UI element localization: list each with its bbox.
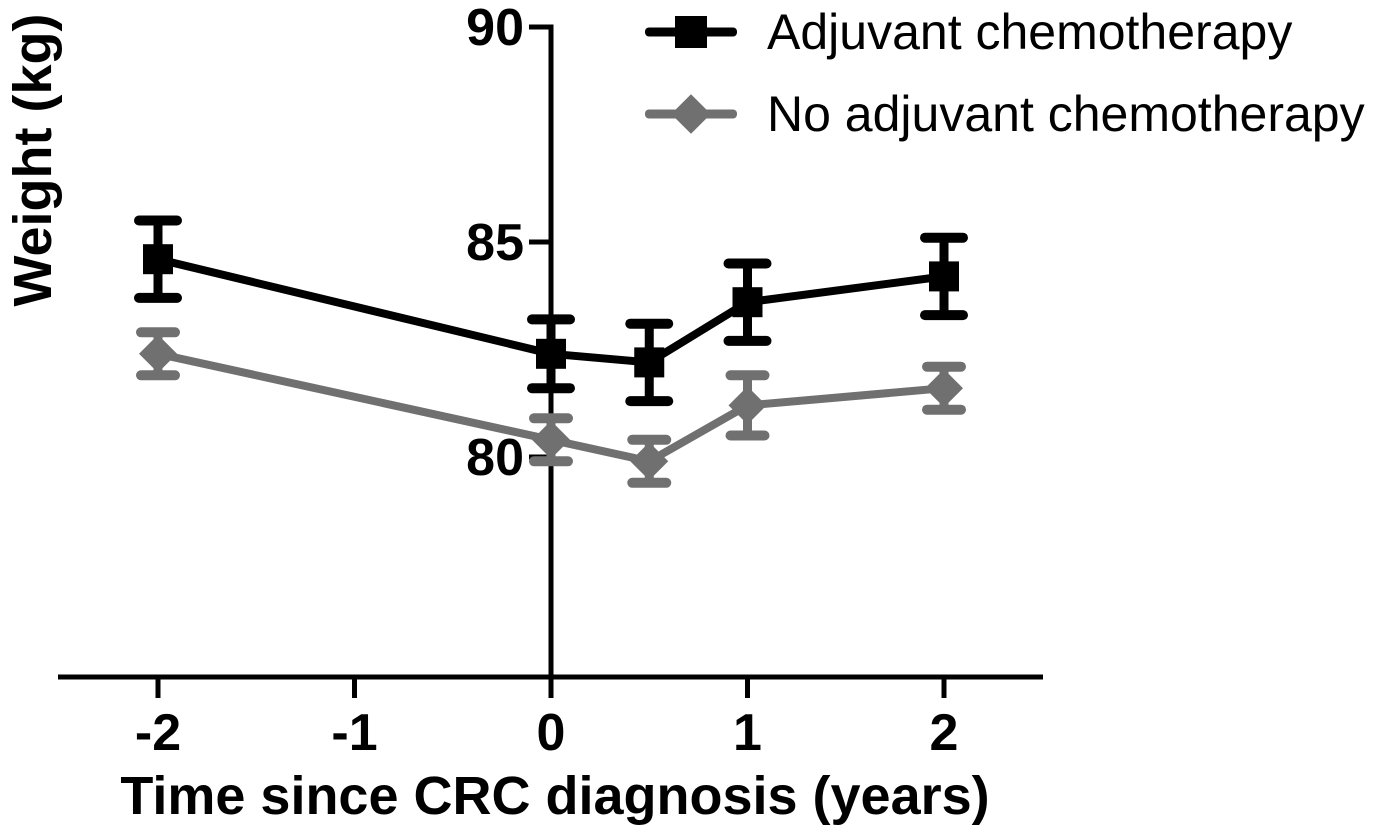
x-tick-label: -1 bbox=[331, 704, 377, 762]
y-tick-label: 80 bbox=[466, 429, 524, 487]
legend-item-adjuvant: Adjuvant chemotherapy bbox=[645, 2, 1365, 62]
y-axis-title: Weight (kg) bbox=[3, 13, 63, 307]
legend-label-adjuvant: Adjuvant chemotherapy bbox=[767, 4, 1293, 60]
x-tick-label: -2 bbox=[135, 704, 181, 762]
marker-diamond bbox=[532, 420, 570, 459]
legend-square-marker-icon bbox=[645, 2, 737, 62]
marker-square bbox=[634, 347, 665, 378]
marker-diamond bbox=[630, 442, 669, 481]
x-tick-label: 1 bbox=[733, 704, 762, 762]
legend-item-no-adjuvant: No adjuvant chemotherapy bbox=[645, 84, 1365, 144]
x-tick-label: 2 bbox=[930, 704, 959, 762]
marker-square bbox=[143, 244, 173, 275]
marker-square bbox=[732, 287, 763, 318]
legend: Adjuvant chemotherapy No adjuvant chemot… bbox=[645, 2, 1365, 144]
marker-square bbox=[536, 338, 566, 369]
x-tick-label: 0 bbox=[537, 704, 566, 762]
marker-square bbox=[929, 261, 959, 292]
y-tick-label: 85 bbox=[466, 214, 524, 272]
marker-diamond bbox=[728, 386, 767, 425]
marker-diamond bbox=[925, 369, 963, 408]
marker-diamond bbox=[139, 334, 177, 373]
x-axis-title: Time since CRC diagnosis (years) bbox=[120, 766, 990, 826]
legend-diamond-marker-icon bbox=[645, 84, 737, 144]
legend-label-no-adjuvant: No adjuvant chemotherapy bbox=[767, 86, 1365, 142]
y-tick-label: 90 bbox=[466, 0, 524, 57]
